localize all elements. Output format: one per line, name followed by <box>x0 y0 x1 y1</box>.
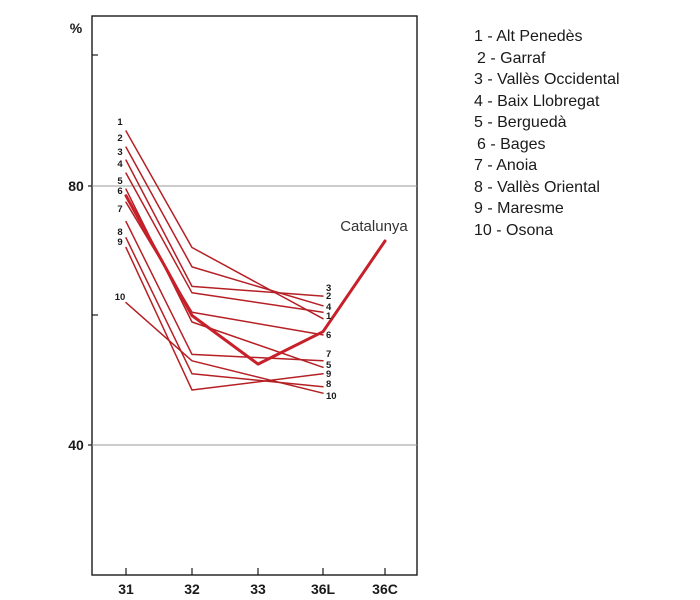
legend: 1 - Alt Penedès 2 - Garraf 3 - Vallès Oc… <box>474 26 620 241</box>
series-line-3 <box>125 159 324 297</box>
legend-item: 4 - Baix Llobregat <box>474 92 600 110</box>
legend-item: 8 - Vallès Oriental <box>474 178 600 196</box>
x-tick-label: 32 <box>184 581 200 597</box>
series-start-label: 9 <box>117 237 122 248</box>
legend-item: 6 - Bages <box>477 135 546 153</box>
x-tick-label: 31 <box>118 581 134 597</box>
x-axis-ticks: 31 32 33 36L 36C <box>118 568 398 597</box>
series-end-label: 6 <box>326 330 331 341</box>
legend-item: 2 - Garraf <box>477 49 546 67</box>
series-start-label: 1 <box>117 117 123 128</box>
series-label-catalunya: Catalunya <box>340 218 408 235</box>
y-tick-label: 80 <box>68 178 84 194</box>
legend-item: 1 - Alt Penedès <box>474 28 583 45</box>
plot-area-border <box>91 15 418 576</box>
series-line-7 <box>125 220 324 362</box>
series-end-label: 8 <box>326 379 331 390</box>
legend-item: 3 - Vallès Occidental <box>474 71 620 88</box>
series-end-label: 2 <box>326 291 331 302</box>
legend-item: 5 - Berguedà <box>474 114 567 131</box>
legend-item: 10 - Osona <box>474 221 554 239</box>
series-start-label: 2 <box>117 133 122 144</box>
y-axis-ticks: 40 80 <box>68 54 98 453</box>
series-line-10 <box>125 301 324 394</box>
y-tick-label: 40 <box>68 437 84 453</box>
series-start-label: 6 <box>117 186 122 197</box>
legend-item: 7 - Anoia <box>474 157 538 174</box>
series-start-label: 5 <box>117 176 123 187</box>
series-end-label: 9 <box>326 369 331 380</box>
series-start-label: 3 <box>117 147 122 158</box>
series-line-6 <box>125 201 324 336</box>
series-line-9 <box>125 246 324 391</box>
series-end-label: 7 <box>326 349 331 360</box>
series-end-label: 5 <box>326 360 332 371</box>
series-start-label: 4 <box>117 159 123 170</box>
x-tick-label: 36C <box>372 581 398 597</box>
series-start-label: 8 <box>117 227 122 238</box>
series-end-label: 3 <box>326 283 331 294</box>
x-tick-label: 36L <box>311 581 336 597</box>
series-end-label: 1 <box>326 311 332 322</box>
series-end-label: 10 <box>326 391 337 402</box>
y-axis-label: % <box>70 20 83 36</box>
legend-item: 9 - Maresme <box>474 200 564 217</box>
series-line-1 <box>125 130 324 320</box>
series-line-4 <box>125 172 324 314</box>
x-tick-label: 33 <box>250 581 266 597</box>
gridlines <box>92 185 417 446</box>
series-lines <box>124 130 387 394</box>
series-start-label: 7 <box>117 204 122 215</box>
series-line-catalunya <box>124 194 387 366</box>
series-end-label: 4 <box>326 302 332 313</box>
series-start-label: 10 <box>115 292 126 303</box>
plot-frame: % <box>70 15 418 576</box>
